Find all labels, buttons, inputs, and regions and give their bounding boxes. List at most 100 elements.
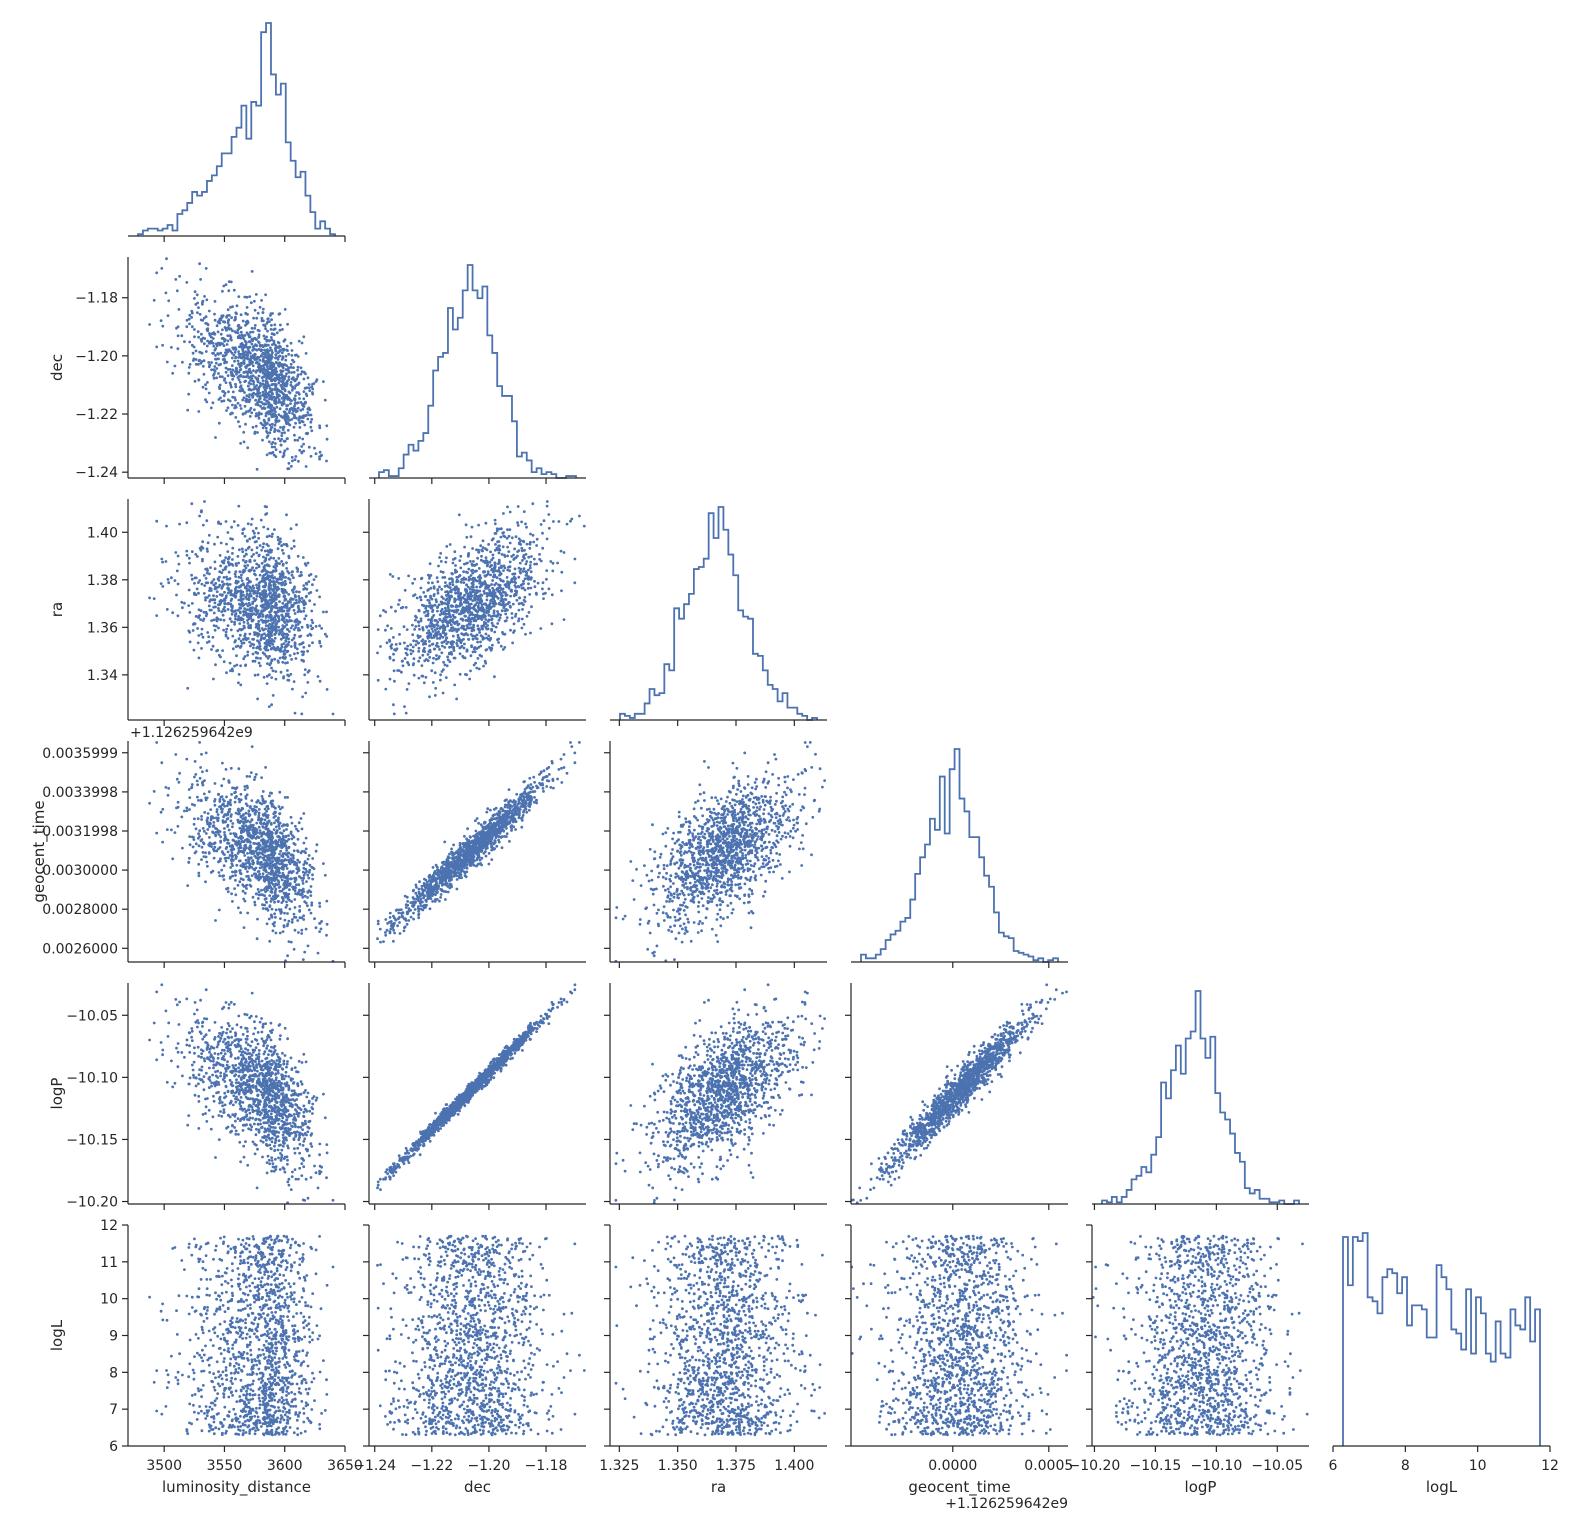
- point: [252, 586, 256, 590]
- point: [469, 669, 472, 673]
- point: [174, 278, 178, 281]
- point: [307, 383, 311, 386]
- point: [214, 436, 217, 439]
- point: [444, 590, 447, 594]
- point: [223, 609, 226, 613]
- point: [242, 359, 246, 362]
- point: [270, 425, 274, 429]
- point: [281, 601, 285, 605]
- point: [286, 447, 289, 451]
- point: [538, 557, 541, 561]
- point: [196, 627, 200, 630]
- point: [205, 519, 209, 523]
- point: [280, 431, 284, 435]
- point: [281, 660, 285, 664]
- point: [489, 607, 492, 610]
- point: [236, 401, 240, 405]
- point: [251, 584, 255, 588]
- point: [263, 337, 267, 341]
- point: [254, 403, 258, 406]
- point: [290, 388, 294, 392]
- point: [477, 595, 480, 599]
- point: [285, 368, 289, 372]
- point: [243, 569, 247, 572]
- point: [197, 871, 201, 875]
- point: [183, 340, 186, 343]
- point: [545, 500, 549, 503]
- point: [270, 415, 274, 419]
- point: [167, 787, 171, 790]
- point: [435, 654, 438, 657]
- point: [560, 570, 564, 574]
- point: [424, 642, 428, 646]
- point: [288, 423, 292, 427]
- point: [274, 399, 278, 403]
- point: [226, 583, 230, 587]
- point: [228, 583, 232, 586]
- point: [244, 637, 248, 641]
- point: [286, 912, 289, 915]
- point: [271, 929, 275, 933]
- point: [298, 436, 301, 440]
- point: [205, 571, 209, 575]
- point: [318, 595, 321, 599]
- point: [493, 522, 497, 526]
- point: [433, 671, 437, 675]
- point: [451, 604, 455, 608]
- point: [293, 386, 297, 390]
- point: [493, 561, 497, 565]
- point: [411, 649, 415, 653]
- point: [282, 339, 286, 343]
- point: [239, 603, 243, 607]
- point: [444, 598, 448, 602]
- point: [448, 582, 452, 586]
- point: [196, 330, 200, 334]
- point: [226, 890, 230, 894]
- point: [219, 362, 223, 366]
- point: [237, 350, 241, 353]
- point: [282, 410, 286, 414]
- point: [227, 323, 231, 327]
- point: [260, 888, 263, 892]
- point: [220, 868, 224, 872]
- point: [419, 598, 423, 602]
- point: [414, 643, 418, 647]
- point: [202, 574, 206, 577]
- point: [304, 614, 308, 618]
- point: [267, 418, 271, 422]
- point: [269, 336, 273, 339]
- point: [501, 594, 504, 597]
- point: [207, 391, 211, 395]
- point: [409, 648, 412, 652]
- point: [389, 605, 393, 609]
- point: [445, 602, 449, 606]
- point: [522, 510, 526, 513]
- point: [148, 596, 152, 600]
- point: [412, 639, 415, 643]
- point: [287, 640, 291, 644]
- point: [445, 556, 448, 560]
- point: [166, 578, 170, 581]
- point: [219, 332, 223, 336]
- scatter-points: [148, 741, 335, 963]
- point: [471, 589, 475, 592]
- point: [451, 634, 455, 638]
- point: [448, 660, 452, 664]
- point: [188, 611, 192, 614]
- point: [464, 523, 468, 527]
- point: [305, 582, 309, 586]
- point: [465, 607, 468, 611]
- point: [255, 577, 259, 581]
- point: [180, 334, 184, 338]
- point: [304, 691, 308, 695]
- point: [175, 326, 178, 330]
- point: [252, 356, 256, 360]
- point: [187, 556, 191, 560]
- point: [253, 531, 256, 535]
- point: [278, 852, 281, 856]
- point: [299, 570, 303, 574]
- point: [199, 278, 203, 281]
- point: [436, 620, 440, 624]
- point: [429, 633, 433, 637]
- point: [267, 343, 270, 347]
